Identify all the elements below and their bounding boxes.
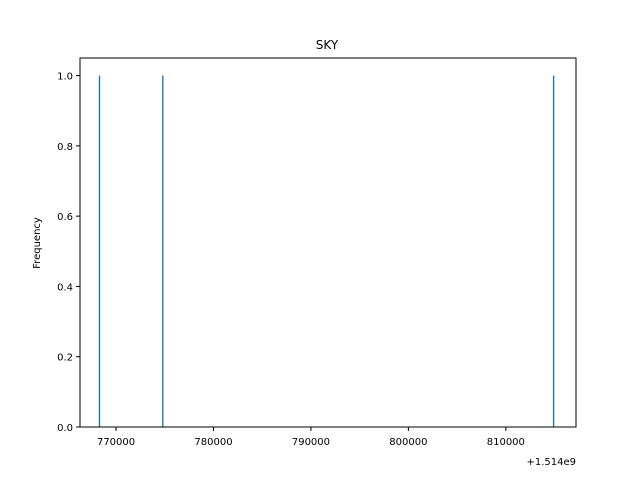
y-tick-label: 0.0 <box>57 423 73 434</box>
y-tick-label: 0.4 <box>57 282 73 293</box>
x-tick-label: 810000 <box>487 437 525 448</box>
plot-frame <box>79 57 577 428</box>
x-axis: 770000 780000 790000 800000 810000 <box>97 427 525 448</box>
bars-layer <box>98 75 555 427</box>
y-tick-label: 0.2 <box>57 353 73 364</box>
histogram-bar <box>162 75 164 427</box>
x-tick-label: 780000 <box>194 437 232 448</box>
y-tick-label: 0.6 <box>57 212 73 223</box>
y-tick-label: 1.0 <box>57 72 73 83</box>
chart-title: SKY <box>316 38 339 52</box>
y-tick-label: 0.8 <box>57 142 73 153</box>
x-tick-label: 770000 <box>97 437 135 448</box>
histogram-bar <box>552 75 555 427</box>
y-axis: 0.0 0.2 0.4 0.6 0.8 1.0 <box>57 72 80 434</box>
x-tick-label: 790000 <box>292 437 330 448</box>
histogram-bar <box>98 75 101 427</box>
y-axis-label: Frequency <box>32 217 43 269</box>
x-tick-label: 800000 <box>389 437 427 448</box>
x-offset-label: +1.514e9 <box>526 457 576 468</box>
